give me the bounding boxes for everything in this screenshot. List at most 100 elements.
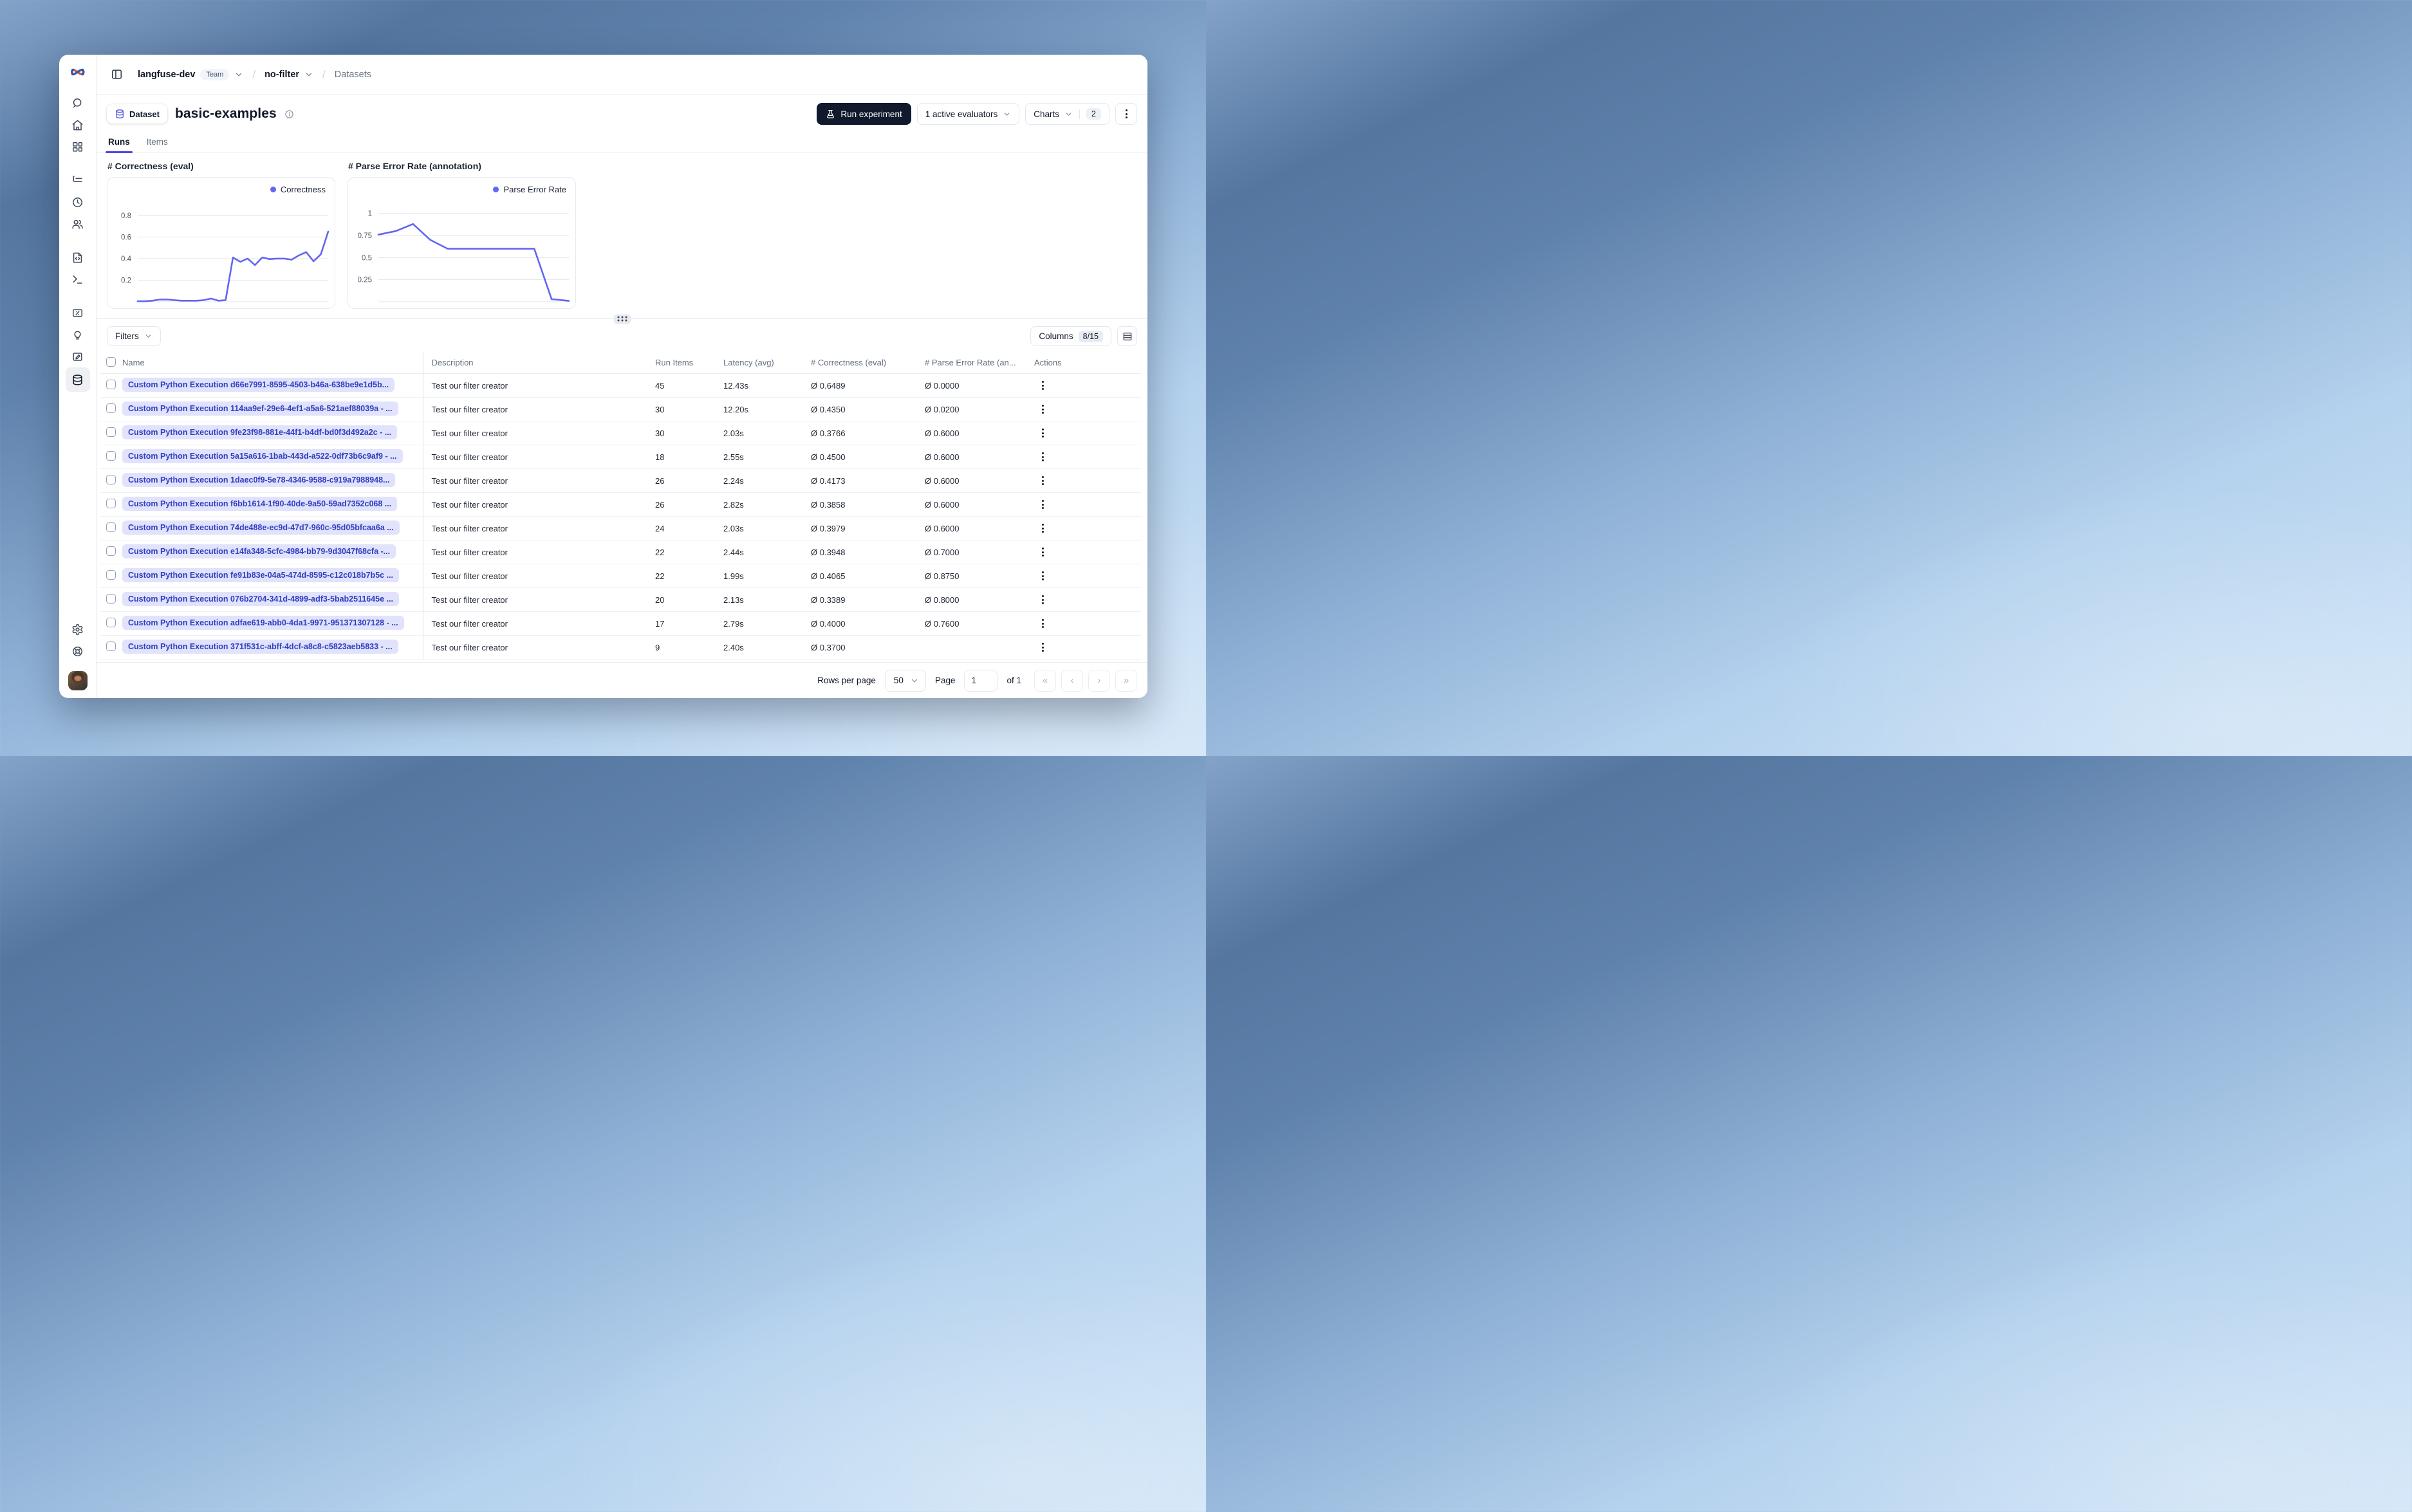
- row-actions-kebab[interactable]: [1034, 591, 1051, 608]
- charts-toggle-button[interactable]: Charts 2: [1025, 103, 1109, 125]
- users-icon[interactable]: [66, 213, 90, 235]
- row-checkbox[interactable]: [106, 594, 116, 604]
- run-description: Test our filter creator: [423, 445, 654, 469]
- table-header-row: Name Description Run Items Latency (avg)…: [100, 352, 1141, 374]
- row-checkbox[interactable]: [106, 475, 116, 484]
- row-actions-kebab[interactable]: [1034, 520, 1051, 537]
- resize-grip-handle[interactable]: [613, 314, 631, 324]
- rows-per-page-select[interactable]: 50: [884, 669, 926, 692]
- column-header-parse-error[interactable]: # Parse Error Rate (an...: [923, 352, 1033, 374]
- legend-label: Correctness: [280, 185, 326, 194]
- row-checkbox[interactable]: [106, 427, 116, 437]
- row-checkbox[interactable]: [106, 403, 116, 413]
- run-name-link[interactable]: Custom Python Execution fe91b83e-04a5-47…: [122, 567, 399, 582]
- table-row: Custom Python Execution 076b2704-341d-48…: [100, 587, 1141, 612]
- row-actions-kebab[interactable]: [1034, 567, 1051, 584]
- run-correctness: Ø 0.6489: [810, 373, 923, 398]
- chevron-down-icon[interactable]: [234, 70, 243, 79]
- prompts-icon[interactable]: [66, 246, 90, 268]
- column-header-run-items[interactable]: Run Items: [654, 352, 722, 374]
- breadcrumb-org[interactable]: langfuse-dev: [138, 69, 196, 80]
- more-actions-button[interactable]: [1115, 103, 1137, 125]
- columns-button[interactable]: Columns 8/15: [1030, 326, 1111, 346]
- row-checkbox[interactable]: [106, 499, 116, 508]
- breadcrumb-page[interactable]: Datasets: [334, 69, 372, 80]
- prev-page-button[interactable]: ‹: [1061, 669, 1083, 692]
- last-page-button[interactable]: »: [1115, 669, 1137, 692]
- home-icon[interactable]: [66, 114, 90, 136]
- run-name-link[interactable]: Custom Python Execution adfae619-abb0-4d…: [122, 615, 404, 630]
- datasets-icon[interactable]: [65, 367, 90, 392]
- kebab-icon: [1041, 595, 1044, 604]
- column-header-name[interactable]: Name: [121, 352, 424, 374]
- user-avatar[interactable]: [68, 671, 88, 690]
- row-actions-kebab[interactable]: [1034, 472, 1051, 489]
- column-header-latency[interactable]: Latency (avg): [722, 352, 810, 374]
- chevron-down-icon[interactable]: [304, 70, 313, 79]
- row-actions-kebab[interactable]: [1034, 377, 1051, 394]
- row-height-button[interactable]: [1117, 326, 1137, 346]
- row-actions-kebab[interactable]: [1034, 544, 1051, 560]
- chevron-down-icon: [910, 676, 919, 685]
- run-latency: 2.03s: [722, 516, 810, 540]
- column-header-correctness[interactable]: # Correctness (eval): [810, 352, 923, 374]
- next-page-button[interactable]: ›: [1088, 669, 1110, 692]
- first-page-button[interactable]: «: [1034, 669, 1056, 692]
- breadcrumb-project[interactable]: no-filter: [264, 69, 300, 80]
- run-name-link[interactable]: Custom Python Execution 1daec0f9-5e78-43…: [122, 472, 396, 487]
- column-header-description[interactable]: Description: [423, 352, 654, 374]
- table-row: Custom Python Execution 371f531c-abff-4d…: [100, 635, 1141, 659]
- tracing-icon[interactable]: [66, 169, 90, 191]
- search-icon[interactable]: [66, 92, 90, 114]
- run-name-link[interactable]: Custom Python Execution 74de488e-ec9d-47…: [122, 520, 400, 535]
- insights-icon[interactable]: [66, 324, 90, 346]
- row-checkbox[interactable]: [106, 618, 116, 627]
- run-items-count: 45: [654, 373, 722, 398]
- row-checkbox[interactable]: [106, 546, 116, 556]
- tab-runs[interactable]: Runs: [106, 133, 133, 153]
- row-actions-kebab[interactable]: [1034, 448, 1051, 465]
- langfuse-logo-icon[interactable]: [70, 64, 86, 80]
- run-description: Test our filter creator: [423, 397, 654, 421]
- run-name-link[interactable]: Custom Python Execution e14fa348-5cfc-49…: [122, 544, 396, 558]
- row-checkbox[interactable]: [106, 570, 116, 580]
- run-name-link[interactable]: Custom Python Execution 371f531c-abff-4d…: [122, 639, 398, 654]
- row-actions-kebab[interactable]: [1034, 496, 1051, 513]
- row-actions-kebab[interactable]: [1034, 425, 1051, 441]
- section-divider: [97, 314, 1147, 324]
- run-items-count: 26: [654, 468, 722, 493]
- row-actions-kebab[interactable]: [1034, 401, 1051, 418]
- dashboards-icon[interactable]: [66, 136, 90, 158]
- sidebar-toggle-icon[interactable]: [107, 65, 126, 84]
- tab-items[interactable]: Items: [146, 137, 168, 147]
- row-checkbox[interactable]: [106, 522, 116, 532]
- run-correctness: Ø 0.3389: [810, 587, 923, 612]
- row-actions-kebab[interactable]: [1034, 615, 1051, 632]
- row-checkbox[interactable]: [106, 380, 116, 389]
- run-name-link[interactable]: Custom Python Execution 114aa9ef-29e6-4e…: [122, 401, 398, 416]
- run-name-link[interactable]: Custom Python Execution 9fe23f98-881e-44…: [122, 425, 398, 439]
- kebab-icon: [1041, 548, 1044, 557]
- sessions-icon[interactable]: [66, 191, 90, 213]
- run-name-link[interactable]: Custom Python Execution 076b2704-341d-48…: [122, 591, 399, 606]
- annotation-queues-icon[interactable]: [66, 346, 90, 367]
- row-checkbox[interactable]: [106, 451, 116, 461]
- filters-button[interactable]: Filters: [107, 326, 161, 346]
- run-name-link[interactable]: Custom Python Execution f6bb1614-1f90-40…: [122, 496, 398, 511]
- info-icon[interactable]: [284, 109, 294, 119]
- run-correctness: Ø 0.3766: [810, 421, 923, 445]
- run-description: Test our filter creator: [423, 564, 654, 588]
- evaluators-icon[interactable]: [66, 302, 90, 324]
- playground-icon[interactable]: [66, 268, 90, 290]
- select-all-checkbox[interactable]: [106, 356, 116, 367]
- row-actions-kebab[interactable]: [1034, 639, 1051, 656]
- run-name-link[interactable]: Custom Python Execution 5a15a616-1bab-44…: [122, 448, 403, 463]
- row-checkbox[interactable]: [106, 641, 116, 651]
- page-number-input[interactable]: [964, 669, 998, 692]
- support-icon[interactable]: [66, 640, 90, 662]
- run-name-link[interactable]: Custom Python Execution d66e7991-8595-45…: [122, 377, 395, 392]
- active-evaluators-button[interactable]: 1 active evaluators: [916, 103, 1020, 125]
- kebab-icon: [1041, 571, 1044, 580]
- settings-icon[interactable]: [66, 618, 90, 640]
- run-experiment-button[interactable]: Run experiment: [817, 103, 911, 125]
